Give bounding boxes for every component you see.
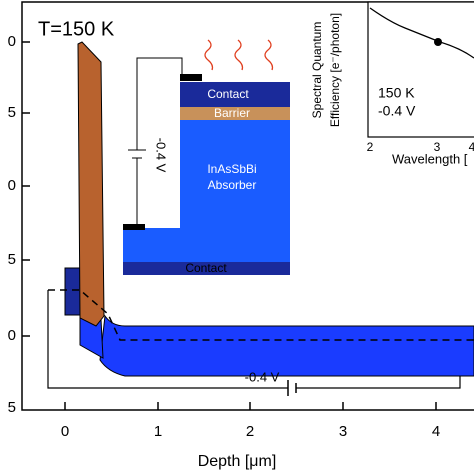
x-tick-label: 4	[432, 423, 440, 440]
inset-y-axis-label: Spectral Quantum	[310, 22, 324, 119]
top-contact	[180, 82, 290, 107]
y-tick-label: 0	[8, 327, 16, 344]
inset-curve	[369, 7, 474, 59]
y-tick-labels: 0 5 0 5 0 5	[8, 33, 16, 416]
inset-x-tick-label: 2	[367, 140, 374, 154]
bias-label: -0.4 V	[245, 369, 280, 384]
inset-y-axis-label: Efficiency [e⁻/photon]	[328, 13, 342, 127]
barrier-layer	[180, 107, 290, 120]
y-tick-label: 0	[8, 177, 16, 194]
barrier-band	[77, 41, 105, 327]
x-tick-label: 2	[246, 423, 254, 440]
layer-label: Contact	[185, 261, 227, 275]
inset-x-tick-label: 3	[434, 140, 441, 154]
absorber-layer	[180, 120, 290, 263]
absorber-band	[99, 314, 474, 377]
x-tick-labels: 0 1 2 3 4	[61, 423, 440, 440]
y-tick-label: 5	[8, 104, 16, 121]
bottom-contact	[123, 262, 290, 275]
x-ticks	[64, 402, 437, 410]
device-wire	[136, 57, 183, 224]
bottom-pad	[123, 224, 145, 230]
temperature-label: T=150 K	[38, 18, 115, 40]
inset-annotation: -0.4 V	[378, 103, 416, 119]
layer-label: Contact	[207, 87, 249, 101]
y-tick-label: 0	[8, 33, 16, 50]
light-arrows	[204, 39, 274, 71]
layer-labels: Contact Barrier InAsSbBi Absorber Contac…	[185, 87, 256, 275]
plot-frame	[21, 1, 474, 411]
inset-annotation: 150 K	[378, 85, 415, 101]
x-axis-label: Depth [μm]	[198, 453, 277, 470]
circuit	[47, 290, 461, 389]
inset-point	[434, 38, 442, 46]
inset-frame	[367, 1, 474, 138]
layer-label: Barrier	[214, 106, 250, 120]
device-bias-label: -0.4 V	[154, 138, 169, 173]
layer-label: Absorber	[208, 178, 257, 192]
y-tick-label: 5	[8, 399, 16, 416]
inset-x-ticks: 2 3 4	[367, 140, 474, 154]
contact-band	[64, 267, 81, 316]
y-ticks	[22, 41, 30, 337]
top-pad	[180, 74, 202, 81]
x-tick-label: 1	[154, 423, 162, 440]
x-tick-label: 3	[339, 423, 347, 440]
inset-x-tick-label: 4	[469, 140, 474, 154]
x-tick-label: 0	[61, 423, 69, 440]
inset-x-axis-label: Wavelength [	[392, 151, 468, 166]
y-tick-label: 5	[8, 251, 16, 268]
layer-label: InAsSbBi	[207, 162, 256, 176]
